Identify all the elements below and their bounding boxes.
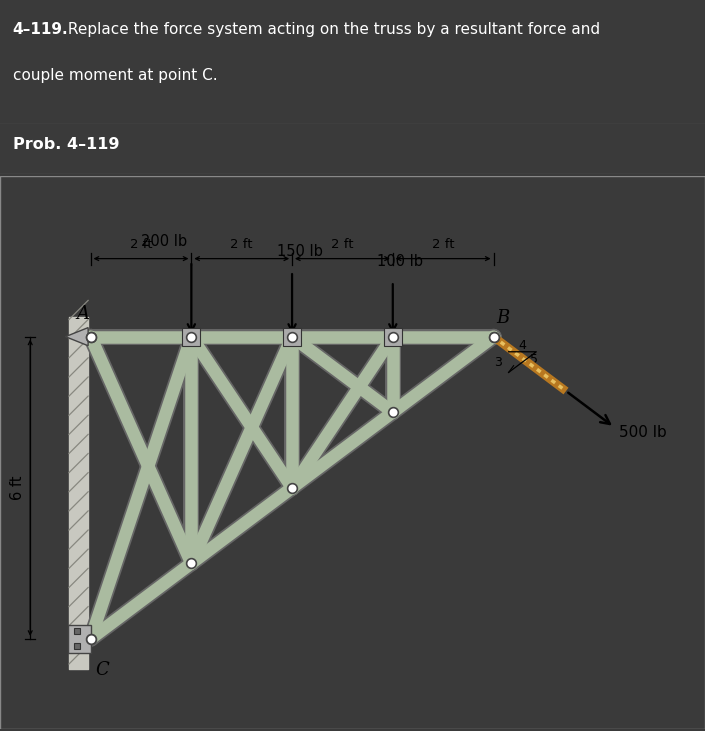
Bar	[384, 327, 402, 346]
Text: Replace the force system acting on the truss by a resultant force and: Replace the force system acting on the t…	[63, 23, 601, 37]
Text: 2 ft: 2 ft	[231, 238, 253, 251]
Text: 5: 5	[529, 353, 537, 366]
Bar	[68, 625, 91, 653]
Text: 500 lb: 500 lb	[620, 425, 667, 440]
Text: Prob. 4–119: Prob. 4–119	[13, 137, 119, 151]
Bar	[283, 327, 301, 346]
Text: 4: 4	[518, 339, 527, 352]
Text: 2 ft: 2 ft	[432, 238, 455, 251]
Bar	[183, 327, 200, 346]
Text: 2 ft: 2 ft	[331, 238, 354, 251]
Text: 2 ft: 2 ft	[130, 238, 152, 251]
Text: 100 lb: 100 lb	[377, 254, 423, 269]
Polygon shape	[66, 327, 88, 346]
Text: 4–119.: 4–119.	[13, 23, 68, 37]
Text: C: C	[96, 662, 109, 680]
Text: couple moment at point C.: couple moment at point C.	[13, 68, 217, 83]
Text: A: A	[77, 305, 90, 322]
Text: 3: 3	[493, 355, 501, 368]
Text: 6 ft: 6 ft	[10, 475, 25, 500]
Text: B: B	[496, 308, 509, 327]
Text: 150 lb: 150 lb	[276, 243, 323, 259]
Text: 200 lb: 200 lb	[140, 233, 187, 249]
